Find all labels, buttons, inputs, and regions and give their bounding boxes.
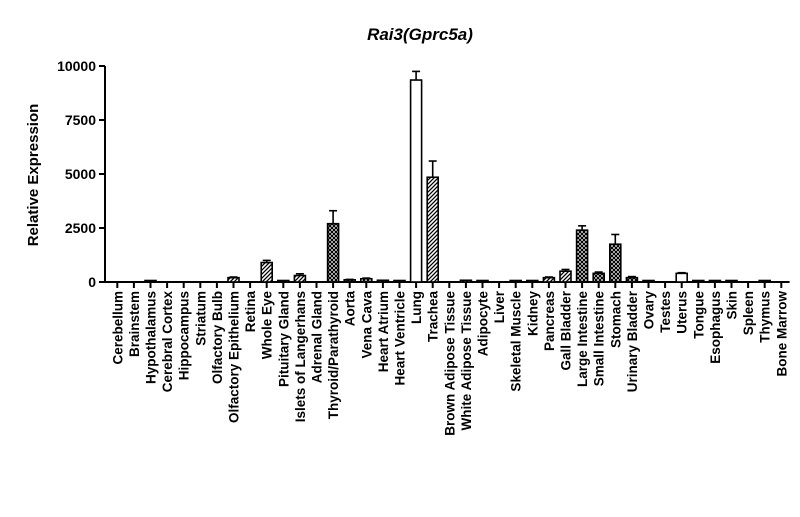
x-tick-label: Adipocyte — [476, 291, 491, 357]
x-tick-label: Pituitary Gland — [276, 291, 291, 387]
y-tick-label: 7500 — [65, 112, 96, 128]
x-tick-label: Gall Bladder — [559, 290, 574, 370]
bar — [758, 279, 772, 283]
x-tick-label: Hippocampus — [177, 291, 192, 380]
bar — [559, 270, 572, 283]
bar — [459, 279, 473, 283]
bar — [409, 79, 423, 283]
x-tick-label: Spleen — [741, 291, 756, 335]
y-axis: 0 2500 5000 7500 10000 — [57, 58, 106, 290]
x-tick-label: White Adipose Tissue — [459, 291, 474, 431]
x-tick-label: Bone Marrow — [774, 291, 789, 377]
x-tick-label: Striatum — [193, 291, 208, 346]
x-tick-label: Olfactory Epithelium — [227, 291, 242, 423]
x-tick-label: Ovary — [642, 291, 657, 330]
bar — [542, 276, 556, 283]
bar — [293, 274, 307, 283]
x-tick-label: Esophagus — [708, 291, 723, 364]
y-tick-label: 5000 — [65, 166, 96, 182]
x-tick-label: Skin — [725, 291, 740, 320]
x-tick-label: Large Intestine — [575, 291, 590, 388]
bars — [144, 70, 772, 283]
bar — [725, 279, 738, 283]
bar — [708, 279, 722, 283]
x-tick-label: Uterus — [675, 291, 690, 334]
y-tick-label: 2500 — [65, 220, 96, 236]
y-tick-label: 10000 — [57, 58, 96, 74]
x-tick-label: Stomach — [608, 291, 623, 348]
x-tick-label: Thymus — [758, 291, 773, 343]
bar — [642, 279, 655, 283]
bar — [227, 276, 240, 283]
x-tick-label: Heart Ventricle — [393, 291, 408, 386]
x-axis — [105, 281, 790, 288]
x-tick-label: Olfactory Bulb — [210, 291, 225, 384]
bar — [476, 279, 489, 283]
bar — [426, 176, 440, 283]
bar — [691, 279, 705, 283]
bar — [326, 222, 340, 283]
x-tick-label: Heart Atrium — [376, 291, 391, 372]
x-tick-label: Lung — [409, 291, 424, 324]
x-tick-label: Skeletal Muscle — [509, 291, 524, 392]
bar — [608, 243, 622, 283]
x-tick-label: Thyroid/Parathyroid — [326, 291, 341, 419]
bar — [525, 279, 539, 283]
bar — [359, 277, 373, 283]
x-tick-label: Urinary Bladder — [625, 290, 640, 392]
x-tick-label: Hypothalamus — [144, 291, 159, 384]
bar — [509, 279, 523, 283]
x-tick-label: Brainstem — [127, 291, 142, 357]
x-tick-label: Kidney — [525, 291, 540, 337]
x-tick-label: Small Intestine — [592, 291, 607, 387]
x-tick-label: Liver — [492, 290, 507, 323]
chart-title: Rai3(Gprc5a) — [367, 25, 473, 44]
bar — [592, 272, 606, 283]
y-tick-label: 0 — [88, 274, 96, 290]
x-tick-label: Tongue — [691, 291, 706, 339]
x-tick-label: Whole Eye — [260, 291, 275, 360]
bar — [575, 229, 589, 283]
x-tick-label: Vena Cava — [359, 291, 374, 359]
x-tick-label: Adrenal Gland — [310, 291, 325, 383]
category-labels: Cerebellum Brainstem Hypothalamus Cerebral … — [110, 290, 789, 436]
x-tick-label: Retina — [243, 291, 258, 333]
x-tick-label: Trachea — [426, 291, 441, 343]
x-tick-label: Aorta — [343, 291, 358, 327]
bar — [675, 272, 689, 283]
x-tick-label: Pancreas — [542, 291, 557, 351]
bar — [276, 279, 290, 283]
y-axis-label: Relative Expression — [25, 104, 42, 247]
x-tick-label: Cerebellum — [110, 291, 125, 365]
x-tick-label: Testes — [658, 291, 673, 333]
x-tick-label: Islets of Langerhans — [293, 291, 308, 422]
bar — [376, 279, 390, 283]
bar — [625, 276, 639, 283]
x-tick-label: Brown Adipose Tissue — [442, 291, 457, 436]
bar — [393, 279, 406, 283]
x-tick-label: Cerebral Cortex — [160, 291, 175, 393]
bar — [260, 261, 274, 283]
bar — [144, 279, 157, 283]
